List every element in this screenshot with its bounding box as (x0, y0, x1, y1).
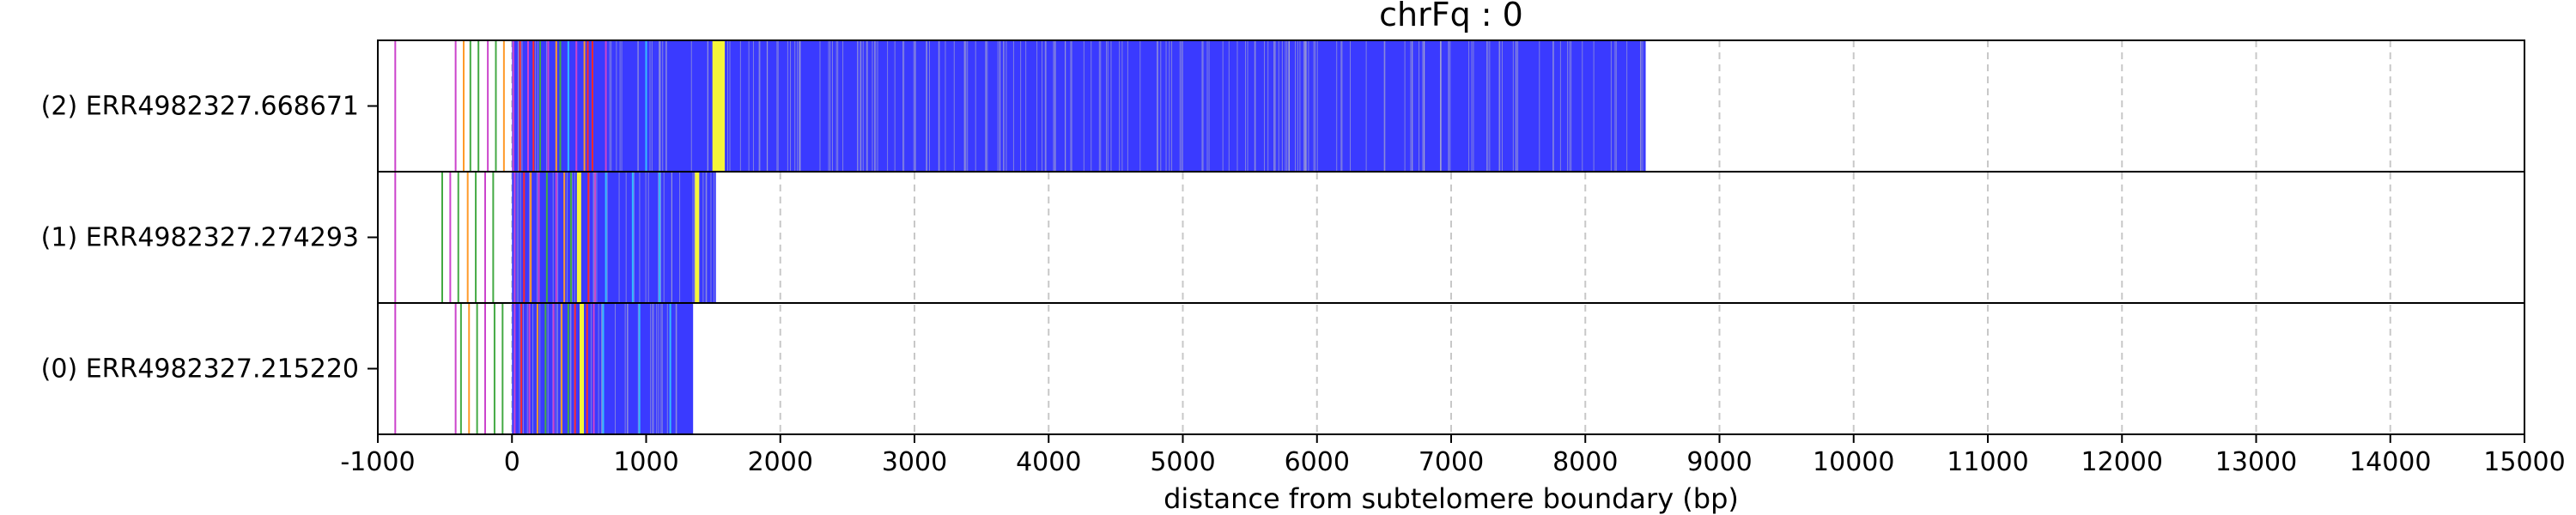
x-axis: -1000 0 1000 2000 3000 4000 5000 6000 7000 8000 90… (340, 434, 2566, 477)
x-tick-label: 7000 (1419, 447, 1484, 477)
chart-title: chrFq : 0 (1379, 0, 1523, 33)
x-tick-label: 13000 (2215, 447, 2297, 477)
read-segment (512, 172, 716, 303)
x-tick-label: 15000 (2483, 447, 2565, 477)
x-tick-label: 14000 (2349, 447, 2431, 477)
read-bar (394, 172, 716, 303)
read-label: (1) ERR4982327.274293 (41, 223, 359, 253)
x-tick-label: 0 (504, 447, 520, 477)
x-tick-label: -1000 (340, 447, 415, 477)
read-label: (2) ERR4982327.668671 (41, 92, 359, 122)
x-tick-label: 10000 (1813, 447, 1894, 477)
x-tick-label: 8000 (1552, 447, 1618, 477)
read-bar (394, 303, 694, 434)
x-axis-label: distance from subtelomere boundary (bp) (1163, 482, 1739, 515)
x-tick-label: 1000 (613, 447, 678, 477)
x-tick-label: 2000 (748, 447, 813, 477)
x-tick-label: 3000 (882, 447, 947, 477)
x-tick-label: 6000 (1285, 447, 1350, 477)
y-axis-labels: (2) ERR4982327.668671 (1) ERR4982327.2742… (41, 92, 378, 385)
x-tick-label: 5000 (1150, 447, 1215, 477)
read-bars (394, 40, 1646, 434)
read-segment (512, 40, 1646, 172)
read-bar (394, 40, 1646, 172)
x-tick-label: 12000 (2081, 447, 2163, 477)
x-tick-label: 4000 (1016, 447, 1081, 477)
read-label: (0) ERR4982327.215220 (41, 354, 359, 385)
x-tick-label: 11000 (1947, 447, 2028, 477)
x-tick-label: 9000 (1686, 447, 1752, 477)
